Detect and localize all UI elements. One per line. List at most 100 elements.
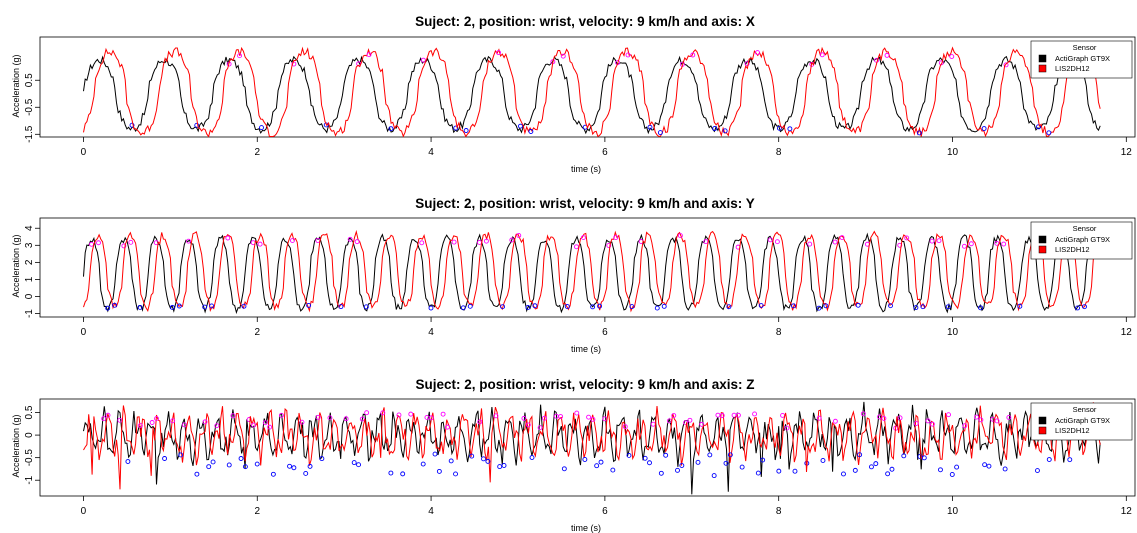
maxima-marker — [590, 416, 596, 422]
minima-marker — [816, 305, 822, 311]
series-line — [83, 402, 1101, 490]
maxima-marker — [978, 417, 984, 423]
minima-marker — [888, 303, 893, 309]
minima-marker — [194, 471, 200, 477]
legend-box — [1030, 40, 1133, 79]
maxima-marker — [715, 412, 721, 418]
maxima-marker — [121, 243, 127, 249]
maxima-marker — [574, 244, 579, 250]
maxima-marker — [521, 415, 527, 421]
minima-marker — [722, 128, 728, 134]
minima-marker — [500, 304, 506, 310]
panel-x-axis: Suject: 2, position: wrist, velocity: 9 … — [11, 14, 1136, 174]
maxima-marker — [832, 239, 838, 245]
minima-marker — [497, 464, 503, 470]
minima-marker — [938, 467, 943, 473]
maxima-marker — [897, 242, 903, 248]
panel-y-title: Suject: 2, position: wrist, velocity: 9 … — [415, 196, 755, 211]
minima-marker — [323, 122, 329, 128]
minima-marker — [129, 122, 135, 128]
minima-marker — [105, 305, 111, 311]
legend-entry: ActiGraph GT9X — [1055, 54, 1110, 63]
x-tick-label: 0 — [81, 506, 87, 517]
minima-marker — [791, 303, 797, 309]
maxima-marker — [262, 420, 268, 426]
x-tick-label: 2 — [254, 506, 260, 517]
maxima-marker — [380, 410, 386, 416]
x-tick-label: 8 — [776, 327, 782, 338]
maxima-marker — [202, 419, 208, 425]
maxima-marker — [558, 414, 564, 419]
minima-marker — [760, 457, 766, 463]
maxima-marker — [541, 415, 547, 421]
legend-entry: ActiGraph GT9X — [1055, 235, 1110, 244]
maxima-marker — [807, 241, 813, 247]
minima-marker — [707, 452, 713, 458]
minima-marker — [1082, 304, 1087, 310]
minima-marker — [420, 461, 426, 467]
minima-marker — [949, 472, 955, 477]
maxima-marker — [832, 418, 838, 424]
minima-marker — [679, 463, 685, 468]
maxima-marker — [170, 418, 176, 424]
minima-marker — [356, 462, 361, 468]
minima-marker — [242, 464, 248, 470]
maxima-marker — [214, 423, 220, 429]
minima-marker — [169, 304, 175, 310]
x-tick-label: 12 — [1121, 327, 1133, 338]
maxima-marker — [625, 52, 631, 58]
minima-marker — [711, 473, 717, 479]
minima-marker — [954, 464, 960, 470]
minima-marker — [755, 470, 761, 476]
maxima-marker — [719, 413, 725, 418]
minima-marker — [1075, 305, 1081, 311]
minima-marker — [254, 461, 260, 467]
minima-marker — [889, 466, 895, 472]
y-tick-label: -0.5 — [24, 98, 35, 116]
panel-y-ylabel: Acceleration (g) — [11, 234, 21, 297]
maxima-marker — [774, 239, 780, 245]
panel-y-xlabel: time (s) — [571, 344, 601, 354]
maxima-marker — [687, 417, 693, 423]
minima-marker — [869, 464, 874, 470]
maxima-marker — [677, 233, 683, 239]
maxima-marker — [994, 418, 1000, 424]
maxima-marker — [440, 411, 446, 417]
maxima-marker — [671, 413, 677, 418]
minima-marker — [448, 458, 454, 464]
maxima-marker — [364, 410, 370, 416]
x-tick-label: 8 — [776, 506, 782, 517]
minima-marker — [436, 468, 442, 474]
maxima-marker — [419, 240, 425, 246]
maxima-marker — [731, 412, 737, 418]
minima-marker — [400, 471, 406, 477]
maxima-marker — [237, 53, 243, 59]
x-tick-label: 10 — [947, 327, 959, 338]
maxima-marker — [560, 53, 566, 59]
minima-marker — [388, 126, 394, 132]
x-tick-label: 2 — [254, 327, 260, 338]
minima-marker — [241, 303, 247, 309]
maxima-marker — [755, 50, 760, 56]
maxima-marker — [606, 243, 612, 248]
minima-marker — [194, 122, 200, 128]
minima-marker — [654, 305, 660, 311]
maxima-marker — [445, 424, 450, 430]
maxima-marker — [968, 241, 974, 247]
maxima-marker — [477, 239, 482, 245]
maxima-marker — [396, 412, 402, 418]
y-tick-label: 2 — [24, 259, 35, 265]
y-tick-label: 0.5 — [24, 405, 35, 419]
series-line — [83, 46, 1101, 138]
maxima-marker — [929, 238, 935, 244]
panel-x-xlabel: time (s) — [571, 164, 601, 174]
minima-marker — [823, 303, 829, 309]
maxima-marker — [683, 420, 689, 426]
minima-marker — [982, 462, 988, 468]
series-line — [83, 55, 1101, 135]
minima-marker — [945, 304, 951, 310]
maxima-marker — [780, 412, 786, 418]
minima-marker — [125, 459, 131, 464]
maxima-marker — [974, 414, 979, 420]
y-tick-label: 1 — [24, 276, 35, 282]
